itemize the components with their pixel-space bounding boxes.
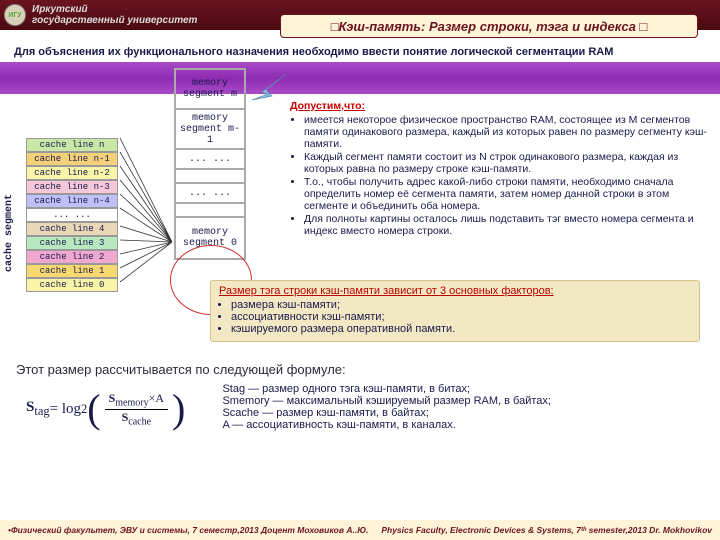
cache-lines: cache line ncache line n-1cache line n-2… (26, 138, 118, 292)
legend-line: Smemory — максимальный кэшируемый размер… (222, 395, 551, 407)
cache-line: cache line n (26, 138, 118, 152)
cache-line: cache line n-3 (26, 180, 118, 194)
cache-line: cache line 0 (26, 278, 118, 292)
factor-item: ассоциативности кэш-памяти; (231, 311, 691, 323)
factor-item: кэшируемого размера оперативной памяти. (231, 323, 691, 335)
memory-segment: memory segment m (176, 70, 244, 110)
f-num-sub: memory (115, 398, 148, 409)
uni-name: Иркутский государственный университет (32, 4, 197, 26)
cache-line: ... ... (26, 208, 118, 222)
footer-right: Physics Faculty, Electronic Devices & Sy… (381, 525, 712, 535)
formula-lead: Этот размер рассчитывается по следующей … (16, 362, 706, 377)
cache-line: cache line n-2 (26, 166, 118, 180)
f-eq: = log (50, 401, 81, 418)
arrow-icon (248, 72, 288, 102)
cache-line: cache line n-1 (26, 152, 118, 166)
memory-segment (176, 204, 244, 218)
cache-line: cache line 1 (26, 264, 118, 278)
cache-line: cache line 2 (26, 250, 118, 264)
cache-line: cache line n-4 (26, 194, 118, 208)
purple-band (0, 62, 720, 94)
legend-line: Scache — размер кэш-памяти, в байтах; (222, 407, 551, 419)
f-lhs-sub: tag (34, 404, 49, 418)
legend-line: Stag — размер одного тэга кэш-памяти, в … (222, 383, 551, 395)
memory-segment: memory segment 0 (176, 218, 244, 258)
factors-block: Размер тэга строки кэш-памяти зависит от… (210, 280, 700, 342)
f-times: ×A (149, 391, 164, 405)
memory-segments: memory segment mmemory segment m-1... ..… (174, 68, 246, 260)
footer: •Физический факультет, ЭВУ и системы, 7 … (0, 520, 720, 540)
assume-item: имеется некоторое физическое пространств… (304, 114, 708, 150)
factors-heading: Размер тэга строки кэш-памяти зависит от… (219, 285, 554, 297)
assumption-block: Допустим,что: имеется некоторое физическ… (290, 100, 708, 238)
assume-item: Для полноты картины осталось лишь подста… (304, 213, 708, 237)
footer-left: •Физический факультет, ЭВУ и системы, 7 … (8, 525, 368, 535)
uni-logo: ИГУ (4, 4, 26, 26)
uni-line2: государственный университет (32, 15, 197, 26)
assume-item: Т.о., чтобы получить адрес какой-либо ст… (304, 176, 708, 212)
memory-segment: ... ... (176, 150, 244, 170)
memory-segment: ... ... (176, 184, 244, 204)
memory-segment (176, 170, 244, 184)
assume-heading: Допустим,что: (290, 100, 365, 112)
f-den-sub: cache (128, 416, 151, 427)
assume-item: Каждый сегмент памяти состоит из N строк… (304, 151, 708, 175)
cache-segment-label: cache segment (4, 194, 15, 272)
formula-legend: Stag — размер одного тэга кэш-памяти, в … (222, 383, 551, 431)
formula-section: Этот размер рассчитывается по следующей … (16, 362, 706, 431)
memory-segment: memory segment m-1 (176, 110, 244, 150)
slide-title: □Кэш-память: Размер строки, тэга и индек… (280, 14, 698, 38)
legend-line: A — ассоциативность кэш-памяти, в канала… (222, 419, 551, 431)
brace-lines (118, 134, 178, 304)
factor-item: размера кэш-памяти; (231, 299, 691, 311)
cache-line: cache line 3 (26, 236, 118, 250)
uni-line1: Иркутский (32, 4, 197, 15)
formula: Stag = log2 ( Smemory×A Scache ) (26, 391, 185, 427)
cache-line: cache line 4 (26, 222, 118, 236)
